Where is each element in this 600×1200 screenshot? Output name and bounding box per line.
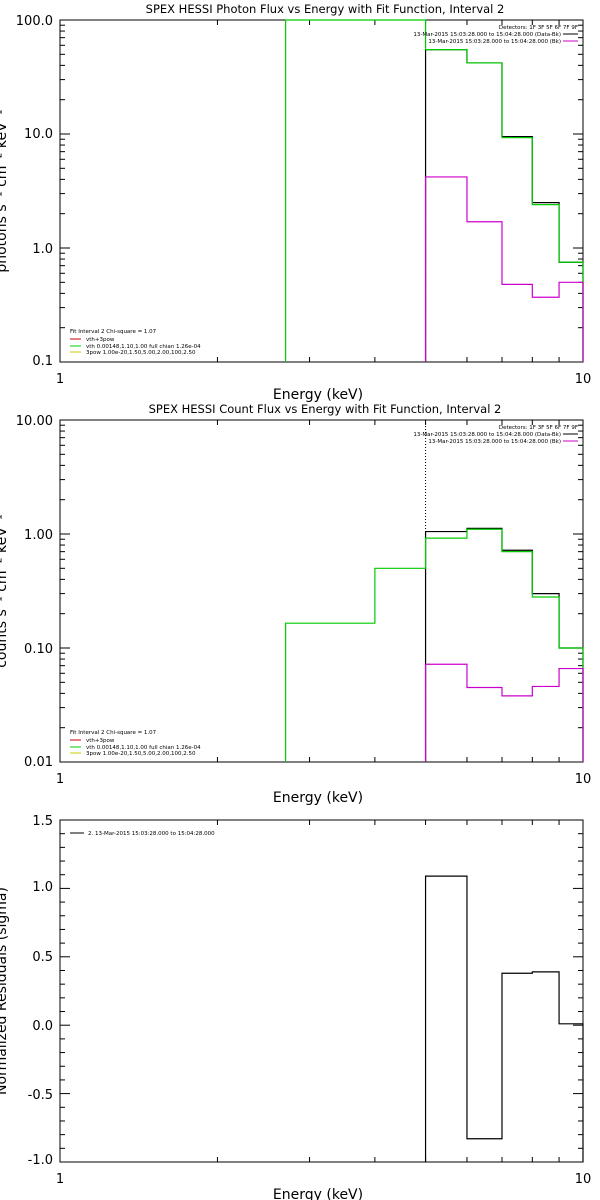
residuals-ytick-3: 0.5	[32, 950, 53, 965]
photon-legend-left: Fit Interval 2 Chi-square = 1.07 vth+3po…	[70, 329, 201, 356]
photon-flux-panel: SPEX HESSI Photon Flux vs Energy with Fi…	[0, 2, 591, 403]
count-flux-frame	[59, 419, 584, 763]
count-series-bk	[424, 663, 584, 762]
count-legend-entry-bk: 13-Mar-2015 15:03:28.000 to 15:04:28.000…	[428, 439, 561, 445]
count-legend-right: Detectors: 1F 3F 5F 6F 7F 9F 13-Mar-2015…	[413, 425, 578, 445]
photon-fit-entry-0: vth+3pow	[86, 337, 115, 343]
count-fit-entry-0: vth+3pow	[86, 738, 115, 744]
photon-xtick-1: 1	[56, 372, 64, 387]
photon-legend-entry-data: 13-Mar-2015 15:03:28.000 to 15:04:28.000…	[413, 32, 561, 38]
count-fit-header: Fit Interval 2 Chi-square = 1.07	[70, 730, 157, 736]
photon-ytick-0: 0.1	[32, 354, 53, 369]
count-ytick-3: 10.00	[16, 414, 53, 429]
residuals-ytick-0: -1.0	[28, 1153, 53, 1168]
photon-xlabel: Energy (keV)	[273, 387, 363, 403]
photon-series-vth-3pow	[285, 19, 584, 362]
photon-ytick-1: 1.0	[32, 242, 53, 257]
photon-ytick-3: 100.0	[16, 14, 53, 29]
residuals-ytick-5: 1.5	[32, 814, 53, 829]
photon-legend-header: Detectors: 1F 3F 5F 6F 7F 9F	[499, 25, 578, 31]
count-ylabel: counts s⁻¹ cm⁻² keV⁻¹	[0, 514, 10, 668]
photon-flux-frame	[59, 19, 584, 363]
count-xtick-1: 1	[56, 772, 64, 787]
count-series-vth-3pow	[285, 528, 584, 762]
count-ytick-0: 0.01	[24, 755, 53, 770]
photon-legend-entry-bk: 13-Mar-2015 15:03:28.000 to 15:04:28.000…	[428, 39, 561, 45]
count-fit-entry-2: 3pow 1.00e-20,1.50,5.00,2.00,100,2.50	[86, 751, 196, 757]
photon-series-bk	[424, 176, 584, 362]
residuals-frame	[59, 819, 584, 1163]
photon-flux-title: SPEX HESSI Photon Flux vs Energy with Fi…	[146, 2, 505, 16]
count-xlabel: Energy (keV)	[273, 790, 363, 806]
residuals-ytick-4: 1.0	[32, 880, 53, 895]
residuals-panel: 1 10 -1.0 -0.5 0.0 0.5 1.0 1.5 Energy (k…	[0, 814, 591, 1200]
count-legend-entry-data: 13-Mar-2015 15:03:28.000 to 15:04:28.000…	[413, 432, 561, 438]
count-legend-header: Detectors: 1F 3F 5F 6F 7F 9F	[499, 425, 578, 431]
photon-ylabel: photons s⁻¹ cm⁻² keV⁻¹	[0, 109, 10, 272]
count-flux-panel: SPEX HESSI Count Flux vs Energy with Fit…	[0, 402, 591, 806]
residuals-series-residuals	[424, 875, 584, 1162]
residuals-ytick-2: 0.0	[32, 1019, 53, 1034]
count-ytick-2: 1.00	[24, 528, 53, 543]
residuals-ytick-1: -0.5	[28, 1088, 53, 1103]
photon-legend-right: Detectors: 1F 3F 5F 6F 7F 9F 13-Mar-2015…	[413, 25, 578, 45]
count-flux-title: SPEX HESSI Count Flux vs Energy with Fit…	[149, 402, 502, 416]
photon-xtick-10: 10	[575, 372, 592, 387]
count-xtick-10: 10	[575, 772, 592, 787]
residuals-xtick-10: 10	[575, 1172, 592, 1187]
photon-ytick-2: 10.0	[24, 127, 53, 142]
residuals-xtick-1: 1	[56, 1172, 64, 1187]
residuals-legend-entry: 2. 13-Mar-2015 15:03:28.000 to 15:04:28.…	[88, 831, 215, 837]
count-fit-entry-1: vth 0.00148,1.10,1.00 full chian 1.26e-0…	[86, 745, 201, 751]
residuals-xlabel: Energy (keV)	[273, 1187, 363, 1200]
residuals-legend: 2. 13-Mar-2015 15:03:28.000 to 15:04:28.…	[70, 831, 215, 837]
photon-fit-entry-1: vth 0.00148,1.10,1.00 full chian 1.26e-0…	[86, 344, 201, 350]
residuals-ylabel: Normalized Residuals (sigma)	[0, 887, 10, 1095]
count-ytick-1: 0.10	[24, 642, 53, 657]
photon-fit-entry-2: 3pow 1.00e-20,1.50,5.00,2.00,100,2.50	[86, 350, 196, 356]
count-legend-left: Fit Interval 2 Chi-square = 1.07 vth+3po…	[70, 730, 201, 757]
photon-fit-header: Fit Interval 2 Chi-square = 1.07	[70, 329, 157, 335]
